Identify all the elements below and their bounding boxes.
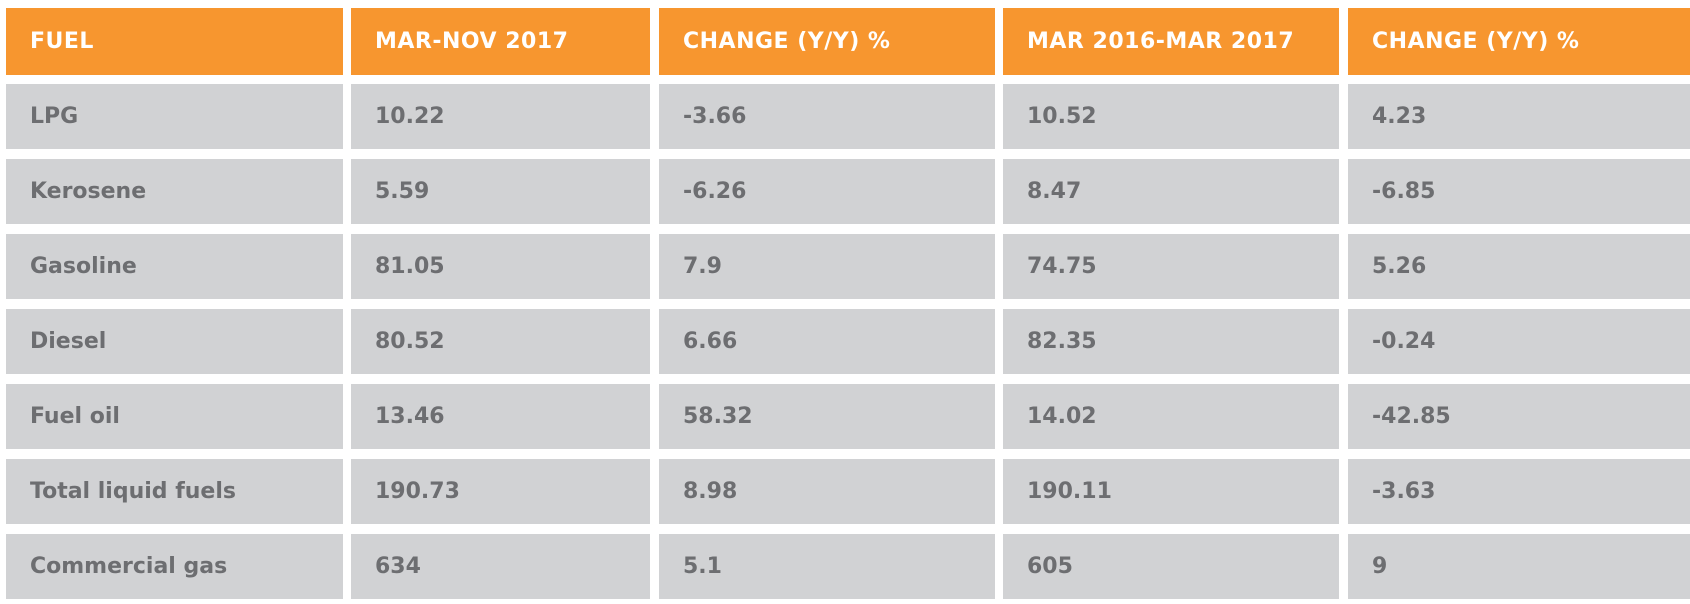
data-cell: -6.26 [659,159,995,224]
row-label: Kerosene [6,159,343,224]
data-cell: 190.73 [351,459,650,524]
data-cell: 80.52 [351,309,650,374]
data-cell: -3.63 [1348,459,1690,524]
header-cell: MAR-NOV 2017 [351,8,650,75]
data-cell: 8.98 [659,459,995,524]
data-cell: 5.26 [1348,234,1690,299]
row-label: Diesel [6,309,343,374]
data-cell: -42.85 [1348,384,1690,449]
data-cell: -3.66 [659,84,995,149]
row-label: Total liquid fuels [6,459,343,524]
data-cell: 5.1 [659,534,995,599]
data-cell: 605 [1003,534,1339,599]
row-label: Gasoline [6,234,343,299]
data-cell: 82.35 [1003,309,1339,374]
row-label: Commercial gas [6,534,343,599]
row-label: LPG [6,84,343,149]
data-cell: 74.75 [1003,234,1339,299]
data-cell: 4.23 [1348,84,1690,149]
data-cell: 10.22 [351,84,650,149]
data-cell: 10.52 [1003,84,1339,149]
data-cell: 5.59 [351,159,650,224]
data-cell: 6.66 [659,309,995,374]
data-cell: 190.11 [1003,459,1339,524]
row-label: Fuel oil [6,384,343,449]
data-cell: 8.47 [1003,159,1339,224]
header-cell: MAR 2016-MAR 2017 [1003,8,1339,75]
header-cell: CHANGE (Y/Y) % [1348,8,1690,75]
data-cell: -0.24 [1348,309,1690,374]
data-cell: 634 [351,534,650,599]
data-cell: 7.9 [659,234,995,299]
data-cell: -6.85 [1348,159,1690,224]
header-cell: FUEL [6,8,343,75]
data-cell: 81.05 [351,234,650,299]
data-cell: 9 [1348,534,1690,599]
data-cell: 13.46 [351,384,650,449]
header-cell: CHANGE (Y/Y) % [659,8,995,75]
data-cell: 14.02 [1003,384,1339,449]
data-cell: 58.32 [659,384,995,449]
